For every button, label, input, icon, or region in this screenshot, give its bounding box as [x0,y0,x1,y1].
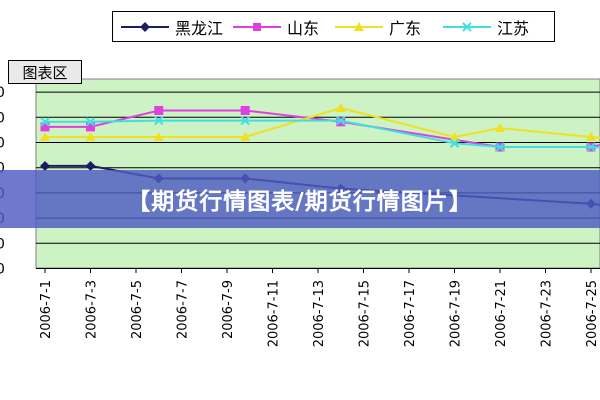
legend-label-jiangsu: 江苏 [497,18,530,38]
x-tick-label: 2006-7-21 [494,280,509,347]
legend-label-guangdong: 广东 [389,18,422,38]
data-point [85,160,96,171]
data-point [154,115,164,126]
legend-swatch-jiangsu [443,21,491,32]
x-tick-label: 2006-7-9 [221,280,236,339]
x-tick-label: 2006-7-23 [540,280,555,347]
data-point [336,115,346,126]
data-point [154,106,164,115]
data-point [240,115,250,126]
legend-label-shandong: 山东 [287,18,320,38]
data-point [335,102,346,112]
y-tick-label: 0 [0,136,5,152]
legend-swatch-heilongjiang [121,21,169,32]
plot-area-tooltip: 图表区 [8,60,82,84]
data-point [85,131,96,141]
data-point [40,131,50,141]
data-point [85,117,96,127]
legend-label-heilongjiang: 黑龙江 [175,18,224,38]
x-tick-label: 2006-7-5 [130,280,145,339]
data-point [495,123,505,133]
y-tick-label: 0 [0,262,5,278]
x-tick-label: 2006-7-7 [176,280,191,339]
y-tick-label: 0 [0,110,5,126]
data-point [449,131,460,141]
legend-item-shandong: 山东 [233,12,319,41]
data-point [86,122,95,132]
data-point [40,117,50,127]
legend: 黑龙江 山东 广东 江苏 [112,11,555,42]
x-tick-label: 2006-7-1 [39,280,54,339]
y-tick-label: 0 [0,85,5,101]
data-point [153,131,164,141]
title-banner: 【期货行情图表/期货行情图片】 [0,170,600,228]
x-tick-label: 2006-7-3 [85,280,100,339]
data-point [449,138,460,148]
legend-item-heilongjiang: 黑龙江 [121,12,223,41]
legend-item-jiangsu: 江苏 [443,12,529,41]
data-point [586,142,596,152]
x-tick-label: 2006-7-25 [585,280,600,347]
y-tick-label: 0 [0,161,5,177]
x-tick-label: 2006-7-11 [267,280,282,347]
data-point [240,131,251,141]
data-point [240,106,250,115]
x-tick-label: 2006-7-17 [403,280,418,347]
legend-swatch-shandong [233,22,281,31]
x-tick-label: 2006-7-19 [449,280,464,347]
x-tick-label: 2006-7-15 [358,280,373,347]
y-tick-label: 0 [0,236,5,252]
data-point [586,131,596,141]
data-point [40,122,50,132]
legend-item-guangdong: 广东 [335,12,421,41]
data-point [495,142,505,152]
legend-swatch-guangdong [335,21,383,31]
data-point [40,160,50,171]
x-tick-label: 2006-7-13 [312,280,327,347]
